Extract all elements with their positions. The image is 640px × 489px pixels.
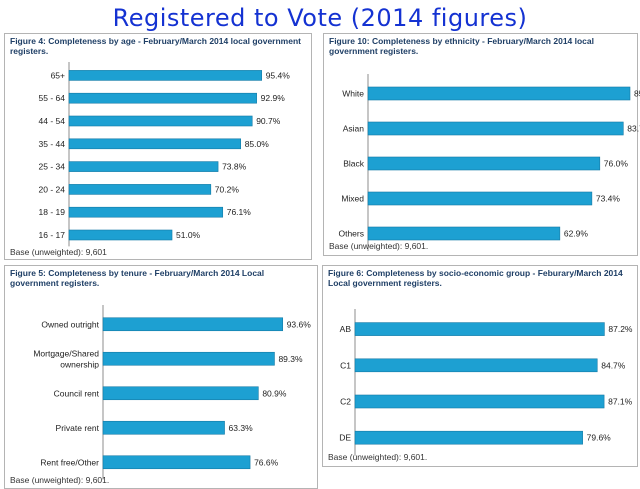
bar-tenure-3	[102, 420, 225, 435]
value-label: 83.7%	[627, 124, 640, 134]
category-label: White	[342, 89, 364, 99]
base-note-ethnicity: Base (unweighted): 9,601.	[329, 241, 429, 251]
bar-age-7	[68, 229, 173, 241]
bar-socio-1	[354, 358, 598, 373]
value-label: 70.2%	[215, 184, 240, 194]
value-label: 85.0%	[245, 139, 270, 149]
category-label: 44 - 54	[39, 116, 66, 126]
value-label: 93.6%	[287, 319, 312, 329]
value-label: 89.3%	[278, 354, 303, 364]
category-label: Mixed	[341, 194, 364, 204]
bar-age-2	[68, 115, 253, 127]
chart-title-age: Figure 4: Completeness by age - February…	[10, 36, 301, 56]
chart-svg-socio: AB 87.2% C1 84.7% C2 87.1% DE 79.6%	[339, 309, 633, 456]
value-label: 90.7%	[256, 116, 281, 126]
bar-tenure-1	[102, 351, 275, 366]
chart-title-ethnicity: Figure 10: Completeness by ethnicity - F…	[329, 36, 595, 56]
category-label: 65+	[51, 70, 65, 80]
category-label: C2	[340, 397, 351, 407]
category-label: 25 - 34	[39, 162, 66, 172]
bar-age-6	[68, 206, 224, 218]
chart-svg-tenure: Owned outright 93.6% Mortgage/Shared owners…	[33, 305, 312, 480]
value-label: 62.9%	[564, 229, 589, 239]
bar-socio-0	[354, 322, 605, 336]
value-label: 85.9%	[634, 89, 640, 99]
value-label: 92.9%	[261, 93, 286, 103]
chart-panel-socio: Figure 6: Completeness by socio-economic…	[322, 265, 638, 467]
bar-socio-3	[354, 430, 583, 445]
value-label: 79.6%	[587, 433, 612, 443]
value-label: 95.4%	[266, 70, 291, 80]
category-label: 55 - 64	[39, 93, 66, 103]
bar-ethnicity-0	[367, 86, 631, 101]
value-label: 76.1%	[227, 207, 252, 217]
category-label: Private rent	[56, 423, 100, 433]
value-label: 73.4%	[596, 194, 621, 204]
bar-ethnicity-4	[367, 226, 561, 241]
value-label: 84.7%	[601, 360, 626, 370]
category-label: C1	[340, 360, 351, 370]
category-label: Council rent	[54, 388, 100, 398]
base-note-socio: Base (unweighted): 9,601.	[328, 452, 428, 462]
chart-panel-ethnicity: Figure 10: Completeness by ethnicity - F…	[323, 33, 640, 256]
category-label: 35 - 44	[39, 139, 66, 149]
value-label: 87.2%	[608, 324, 633, 334]
bar-socio-2	[354, 394, 605, 409]
bar-tenure-4	[102, 455, 251, 470]
page-title: Registered to Vote (2014 figures)	[112, 4, 528, 32]
value-label: 80.9%	[262, 388, 287, 398]
category-label: DE	[339, 433, 351, 443]
category-label: Mortgage/Shared ownership	[33, 348, 99, 369]
bar-age-5	[68, 184, 212, 195]
value-label: 76.0%	[604, 159, 629, 169]
category-label: 18 - 19	[39, 207, 66, 217]
value-label: 63.3%	[229, 423, 254, 433]
category-label: Others	[338, 229, 364, 239]
category-label: Asian	[343, 124, 365, 134]
chart-title-socio: Figure 6: Completeness by socio-economic…	[328, 268, 623, 288]
bar-ethnicity-1	[367, 121, 624, 136]
chart-svg-ethnicity: White 85.9% Asian 83.7% Black 76.0% Mixed 73.4%…	[338, 74, 640, 251]
bar-tenure-2	[102, 386, 259, 401]
value-label: 51.0%	[176, 230, 201, 240]
base-note-age: Base (unweighted): 9,601	[10, 247, 107, 257]
value-label: 76.6%	[254, 457, 279, 467]
value-label: 87.1%	[608, 397, 633, 407]
category-label: Black	[343, 159, 365, 169]
bar-ethnicity-3	[367, 191, 593, 206]
bar-age-3	[68, 138, 241, 150]
category-label: 20 - 24	[39, 184, 66, 194]
bar-age-4	[68, 161, 219, 172]
bar-age-0	[68, 70, 263, 81]
chart-panel-age: Figure 4: Completeness by age - February…	[4, 33, 312, 260]
category-label: Owned outright	[41, 319, 99, 329]
chart-title-tenure: Figure 5: Completeness by tenure - Febru…	[10, 268, 265, 288]
bar-tenure-0	[102, 317, 284, 332]
category-label: AB	[340, 324, 352, 334]
base-note-tenure: Base (unweighted): 9,601.	[10, 475, 110, 485]
value-label: 73.8%	[222, 162, 247, 172]
bar-age-1	[68, 92, 257, 104]
category-label: Rent free/Other	[40, 457, 99, 467]
category-label: 16 - 17	[39, 230, 66, 240]
chart-svg-age: 65+ 95.4% 55 - 64 92.9% 44 - 54 90.7% 35 - 44 8…	[39, 62, 291, 247]
chart-panel-tenure: Figure 5: Completeness by tenure - Febru…	[4, 265, 318, 489]
bar-ethnicity-2	[367, 156, 601, 171]
